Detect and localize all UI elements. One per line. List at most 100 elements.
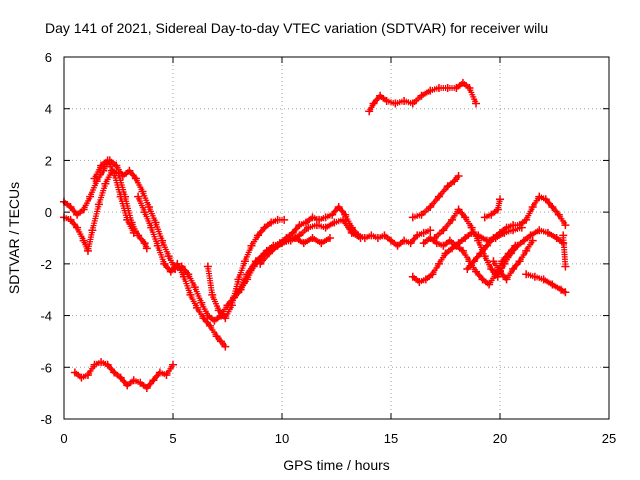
series-arc-1 xyxy=(60,156,435,325)
data-point xyxy=(147,223,156,232)
data-point xyxy=(186,290,195,299)
data-point xyxy=(110,169,119,178)
data-point xyxy=(190,283,199,292)
data-point xyxy=(112,161,121,170)
data-point xyxy=(116,373,125,382)
data-point xyxy=(434,84,443,93)
y-tick-label: -2 xyxy=(40,257,52,272)
series-arc-8 xyxy=(70,358,177,392)
data-point xyxy=(315,215,324,224)
data-point xyxy=(528,236,537,245)
data-point xyxy=(448,244,457,253)
data-point xyxy=(77,373,86,382)
data-point xyxy=(317,239,326,248)
data-point xyxy=(452,84,461,93)
data-point xyxy=(164,252,173,261)
data-point xyxy=(267,218,276,227)
data-point xyxy=(450,177,459,186)
data-point xyxy=(554,210,563,219)
data-point xyxy=(504,249,513,258)
series-arc-7 xyxy=(256,234,334,268)
series-arc-3 xyxy=(90,156,138,237)
data-point xyxy=(493,205,502,214)
data-point xyxy=(94,200,103,209)
data-point xyxy=(356,234,365,242)
y-tick-label: 6 xyxy=(45,50,52,65)
data-point xyxy=(97,358,106,367)
data-point xyxy=(448,215,457,224)
data-point xyxy=(155,368,164,377)
data-point xyxy=(295,221,304,230)
data-point xyxy=(131,174,140,183)
data-point xyxy=(129,228,138,237)
x-tick-label: 25 xyxy=(602,431,616,446)
data-point xyxy=(83,246,92,255)
data-point xyxy=(480,252,489,261)
x-tick-label: 0 xyxy=(60,431,67,446)
series-arc-9 xyxy=(365,78,481,116)
data-point xyxy=(467,223,476,232)
data-point xyxy=(367,231,376,240)
data-point xyxy=(83,371,92,380)
x-tick-label: 20 xyxy=(493,431,507,446)
data-point xyxy=(487,210,496,219)
series-arc-18 xyxy=(559,231,570,271)
data-point xyxy=(421,275,430,284)
data-point xyxy=(179,272,188,281)
data-point xyxy=(160,259,169,268)
data-point xyxy=(90,360,99,369)
data-point xyxy=(66,202,75,211)
data-point xyxy=(166,267,175,276)
data-point xyxy=(295,231,304,240)
y-tick-label: -6 xyxy=(40,360,52,375)
data-point xyxy=(142,244,151,253)
data-point xyxy=(530,272,539,281)
data-point xyxy=(559,231,568,240)
data-point xyxy=(304,223,313,232)
series-arc-15 xyxy=(463,192,570,274)
data-point xyxy=(227,301,236,310)
data-point xyxy=(208,290,217,299)
data-point xyxy=(439,226,448,235)
data-point xyxy=(428,270,437,279)
data-point xyxy=(142,383,151,392)
data-point xyxy=(522,215,531,224)
plot-area xyxy=(60,78,570,392)
data-point xyxy=(515,221,524,230)
data-point xyxy=(70,368,79,377)
data-point xyxy=(496,195,504,204)
series-arc-5 xyxy=(203,215,289,323)
data-point xyxy=(408,99,417,108)
data-point xyxy=(210,316,219,325)
data-point xyxy=(369,99,378,108)
data-point xyxy=(256,259,265,268)
x-tick-label: 10 xyxy=(275,431,289,446)
data-point xyxy=(339,215,348,224)
data-point xyxy=(491,270,500,279)
data-point xyxy=(330,218,339,227)
data-point xyxy=(454,171,463,180)
data-point xyxy=(548,202,557,211)
data-point xyxy=(216,337,225,346)
data-point xyxy=(472,267,481,276)
data-point xyxy=(134,192,143,201)
data-point xyxy=(214,306,223,315)
data-point xyxy=(140,239,149,248)
data-point xyxy=(66,215,75,224)
data-point xyxy=(221,314,230,323)
data-point xyxy=(480,213,489,222)
data-point xyxy=(162,371,171,380)
data-point xyxy=(380,231,389,240)
data-point xyxy=(489,234,498,242)
data-point xyxy=(138,187,147,196)
data-point xyxy=(136,378,145,387)
data-point xyxy=(452,241,461,250)
data-point xyxy=(149,376,158,385)
data-point xyxy=(97,161,106,170)
data-point xyxy=(458,78,467,87)
data-point xyxy=(365,107,374,116)
data-point xyxy=(528,202,537,211)
series-arc-12 xyxy=(430,205,568,281)
data-point xyxy=(548,280,557,289)
